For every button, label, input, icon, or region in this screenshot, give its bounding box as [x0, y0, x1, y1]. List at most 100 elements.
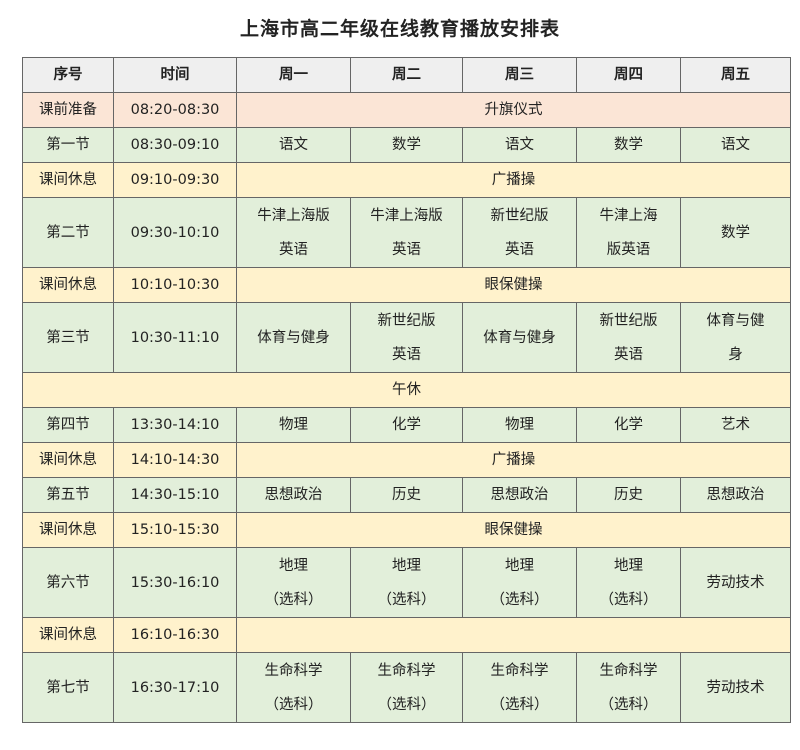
column-header: 周二 — [350, 57, 463, 93]
subject-cell: 数学 — [680, 197, 791, 268]
subject-line: 地理 — [392, 557, 421, 574]
subject-cell: 历史 — [350, 477, 463, 513]
subject-line: 地理 — [614, 557, 643, 574]
period-cell: 第五节 — [22, 477, 114, 513]
subject-cell: 牛津上海版英语 — [236, 197, 351, 268]
subject-line: （选科） — [599, 696, 658, 713]
subject-line: 英语 — [614, 346, 643, 363]
subject-line: 新世纪版 — [377, 312, 436, 329]
time-cell: 15:30-16:10 — [113, 547, 237, 618]
subject-cell: 艺术 — [680, 407, 791, 443]
column-header: 周五 — [680, 57, 791, 93]
table-row: 课间休息 14:10-14:30 广播操 — [22, 442, 791, 478]
subject-line: 英语 — [392, 241, 421, 258]
table-row: 第五节 14:30-15:10 思想政治 历史 思想政治 历史 思想政治 — [22, 477, 791, 513]
subject-cell: 新世纪版 英语 — [462, 197, 577, 268]
subject-cell: 生命科学 （选科） — [462, 652, 577, 723]
subject-cell: 地理 （选科） — [576, 547, 681, 618]
time-cell: 16:10-16:30 — [113, 617, 237, 653]
period-cell: 第七节 — [22, 652, 114, 723]
time-cell: 14:10-14:30 — [113, 442, 237, 478]
time-cell: 14:30-15:10 — [113, 477, 237, 513]
subject-cell: 数学 — [576, 127, 681, 163]
column-header: 周三 — [462, 57, 577, 93]
subject-cell: 生命科学 （选科） — [236, 652, 351, 723]
subject-cell: 牛津上海版英语 — [576, 197, 681, 268]
table-row: 课间休息 15:10-15:30 眼保健操 — [22, 512, 791, 548]
subject-cell: 体育与健身 — [462, 302, 577, 373]
table-row: 第七节 16:30-17:10 生命科学 （选科） 生命科学 （选科） 生命科学 （选科） 生命… — [22, 652, 791, 723]
period-cell: 课前准备 — [22, 92, 114, 128]
activity-cell: 眼保健操 — [236, 267, 791, 303]
time-cell: 15:10-15:30 — [113, 512, 237, 548]
period-cell: 第四节 — [22, 407, 114, 443]
activity-cell: 升旗仪式 — [236, 92, 791, 128]
time-cell: 09:10-09:30 — [113, 162, 237, 198]
subject-cell: 物理 — [236, 407, 351, 443]
period-cell: 第三节 — [22, 302, 114, 373]
subject-cell: 生命科学 （选科） — [350, 652, 463, 723]
time-cell: 09:30-10:10 — [113, 197, 237, 268]
subject-cell: 数学 — [350, 127, 463, 163]
subject-cell: 思想政治 — [462, 477, 577, 513]
table-row: 课前准备 08:20-08:30 升旗仪式 — [22, 92, 791, 128]
period-cell: 第二节 — [22, 197, 114, 268]
subject-line: 牛津上海 — [599, 207, 658, 224]
page-title: 上海市高二年级在线教育播放安排表 — [239, 18, 560, 40]
subject-cell: 生命科学 （选科） — [576, 652, 681, 723]
column-header: 序号 — [22, 57, 114, 93]
activity-cell: 广播操 — [236, 162, 791, 198]
column-header: 周四 — [576, 57, 681, 93]
subject-cell: 体育与健身 — [236, 302, 351, 373]
subject-cell: 历史 — [576, 477, 681, 513]
subject-line: 英语 — [392, 346, 421, 363]
subject-line: 新世纪版 — [490, 207, 549, 224]
period-cell: 第一节 — [22, 127, 114, 163]
subject-line: 版英语 — [606, 241, 651, 258]
time-cell: 10:10-10:30 — [113, 267, 237, 303]
subject-cell: 物理 — [462, 407, 577, 443]
subject-cell: 地理 （选科） — [350, 547, 463, 618]
subject-cell: 化学 — [576, 407, 681, 443]
table-row: 午休 — [22, 372, 791, 408]
table-row: 第六节 15:30-16:10 地理 （选科） 地理 （选科） 地理 （选科） 地理 （选科） 劳动… — [22, 547, 791, 618]
subject-line: （选科） — [490, 696, 549, 713]
subject-line: 体育与健 — [706, 312, 765, 329]
full-row-cell: 午休 — [22, 372, 791, 408]
activity-cell: 眼保健操 — [236, 512, 791, 548]
subject-line: 地理 — [505, 557, 534, 574]
subject-cell: 地理 （选科） — [462, 547, 577, 618]
table-row: 课间休息 10:10-10:30 眼保健操 — [22, 267, 791, 303]
header-row: 序号 时间 周一 周二 周三 周四 周五 — [22, 57, 791, 93]
subject-line: 新世纪版 — [599, 312, 658, 329]
table-row: 第一节 08:30-09:10 语文 数学 语文 数学 语文 — [22, 127, 791, 163]
period-cell: 课间休息 — [22, 442, 114, 478]
time-cell: 16:30-17:10 — [113, 652, 237, 723]
subject-cell: 思想政治 — [680, 477, 791, 513]
subject-line: （选科） — [377, 696, 436, 713]
activity-cell: 广播操 — [236, 442, 791, 478]
period-cell: 课间休息 — [22, 162, 114, 198]
activity-cell — [236, 617, 791, 653]
period-cell: 课间休息 — [22, 267, 114, 303]
subject-line: （选科） — [264, 696, 323, 713]
table-row: 课间休息 16:10-16:30 — [22, 617, 791, 653]
subject-line: 英语 — [505, 241, 534, 258]
subject-cell: 新世纪版 英语 — [576, 302, 681, 373]
column-header: 时间 — [113, 57, 237, 93]
subject-cell: 劳动技术 — [680, 547, 791, 618]
subject-line: 生命科学 — [377, 662, 436, 679]
subject-line: 身 — [728, 346, 743, 363]
period-cell: 课间休息 — [22, 617, 114, 653]
schedule-table: 序号 时间 周一 周二 周三 周四 周五 课前准备 08:20-08:30 升旗仪式 第一节 08:3… — [22, 57, 791, 723]
time-cell: 08:30-09:10 — [113, 127, 237, 163]
subject-cell: 化学 — [350, 407, 463, 443]
subject-cell: 语文 — [680, 127, 791, 163]
subject-line: （选科） — [264, 591, 323, 608]
subject-cell: 体育与健身 — [680, 302, 791, 373]
subject-cell: 劳动技术 — [680, 652, 791, 723]
period-cell: 课间休息 — [22, 512, 114, 548]
subject-line: （选科） — [377, 591, 436, 608]
table-row: 第二节 09:30-10:10 牛津上海版 英语 牛津上海版 英语 新世纪版 英语 牛津上海 版英… — [22, 197, 791, 268]
subject-line: 地理 — [279, 557, 308, 574]
